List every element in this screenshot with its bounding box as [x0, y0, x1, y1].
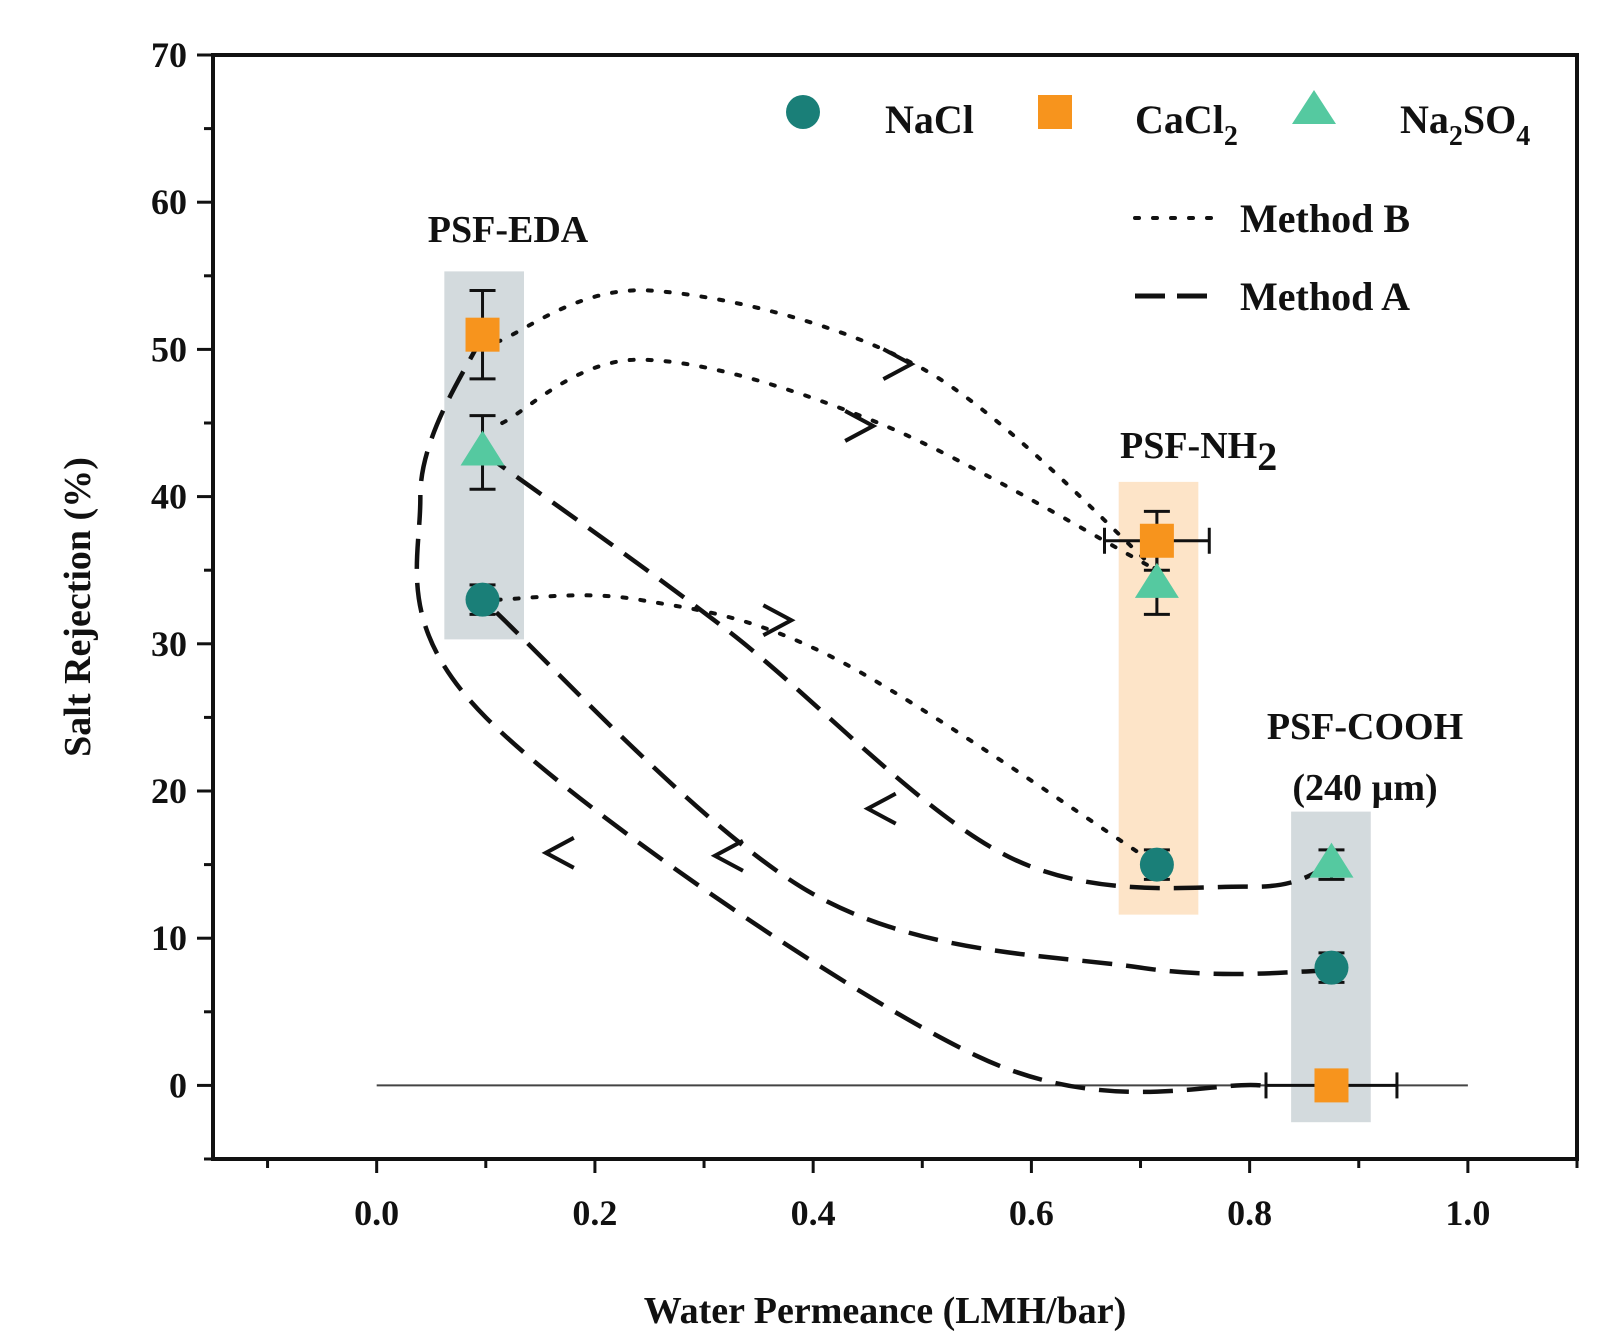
point-cacl2-2 [1314, 1068, 1349, 1103]
plot-frame [211, 53, 1579, 1161]
method-b-curve-1 [500, 357, 1159, 573]
y-axis-title: Salt Rejection (%) [57, 457, 99, 757]
legend-na2so4-sub-a: 2 [1449, 121, 1463, 152]
y-tick-label-6: 60 [151, 182, 187, 222]
x-tick-label-0: 0.0 [354, 1193, 399, 1233]
legend-nacl-label: NaCl [885, 97, 974, 142]
y-tick-label-5: 50 [151, 329, 187, 369]
group-label-psf-nh2-sub: 2 [1257, 434, 1277, 479]
method-b-curve-0 [494, 288, 1159, 573]
legend-method-b-label: Method B [1240, 196, 1410, 241]
point-na2so4-0 [460, 430, 505, 466]
group-label-psf-nh2-main: PSF-NH [1120, 425, 1257, 467]
group-bands [444, 271, 1371, 1123]
method-a-curve-2 [414, 333, 1261, 1095]
method-curves [414, 288, 1333, 1095]
x-tick-label-2: 0.4 [791, 1193, 836, 1233]
point-na2so4-2 [1309, 842, 1354, 878]
y-tick-label-4: 40 [151, 477, 187, 517]
legend-na2so4-sub-b: 4 [1516, 121, 1530, 152]
legend-method-a-label: Method A [1240, 274, 1410, 319]
point-cacl2-0 [465, 317, 500, 352]
legend-cacl2-label: CaCl2 [1135, 97, 1238, 152]
point-nacl-1 [1139, 847, 1174, 882]
point-cacl2-1 [1139, 523, 1174, 558]
point-na2so4-1 [1134, 562, 1179, 598]
error-bars [469, 289, 1399, 1099]
group-label-psf-nh2: PSF-NH2 [1120, 425, 1277, 479]
method-a-arrow-1 [710, 839, 744, 873]
method-b-arrow-1 [844, 409, 878, 443]
x-axis-title: Water Permeance (LMH/bar) [644, 1290, 1127, 1332]
curve-arrows [541, 347, 916, 873]
method-b-arrow-2 [762, 603, 796, 638]
legend-nacl-marker [786, 95, 820, 129]
y-tick-label-7: 70 [151, 35, 187, 75]
method-a-curve-1 [481, 597, 1332, 977]
group-label-psf-eda: PSF-EDA [428, 209, 589, 251]
method-a-curve-0 [481, 450, 1333, 891]
y-tick-label-3: 30 [151, 624, 187, 664]
axis-ticks [197, 53, 1579, 1173]
x-tick-label-1: 0.2 [572, 1193, 617, 1233]
method-b-curve-2 [494, 593, 1159, 867]
x-tick-label-5: 1.0 [1445, 1193, 1490, 1233]
y-tick-label-0: 0 [169, 1065, 187, 1105]
legend: NaCl CaCl2 Na2SO4 Method B Method A [786, 90, 1530, 319]
x-tick-label-4: 0.8 [1227, 1193, 1272, 1233]
tick-labels: 0.0 0.2 0.4 0.6 0.8 1.0 0 10 20 30 40 50 60 70 [151, 35, 1490, 1233]
legend-na2so4-label: Na2SO4 [1400, 97, 1530, 152]
y-tick-label-2: 20 [151, 771, 187, 811]
group-label-psf-cooh: PSF-COOH [1267, 706, 1463, 748]
data-markers [460, 317, 1354, 1103]
method-b-arrow-0 [882, 347, 916, 381]
method-a-arrow-2 [541, 836, 575, 870]
legend-na2so4-marker [1292, 90, 1336, 124]
legend-na2so4-a: Na [1400, 97, 1449, 142]
legend-cacl2-main: CaCl [1135, 97, 1224, 142]
legend-na2so4-b: SO [1463, 97, 1516, 142]
point-nacl-0 [465, 582, 500, 617]
x-tick-label-3: 0.6 [1009, 1193, 1054, 1233]
point-nacl-2 [1314, 950, 1349, 985]
method-a-arrow-0 [863, 791, 897, 826]
group-label-psf-cooh-thickness: (240 µm) [1292, 767, 1437, 809]
legend-cacl2-sub: 2 [1224, 121, 1238, 152]
y-tick-label-1: 10 [151, 918, 187, 958]
legend-cacl2-marker [1038, 95, 1072, 129]
